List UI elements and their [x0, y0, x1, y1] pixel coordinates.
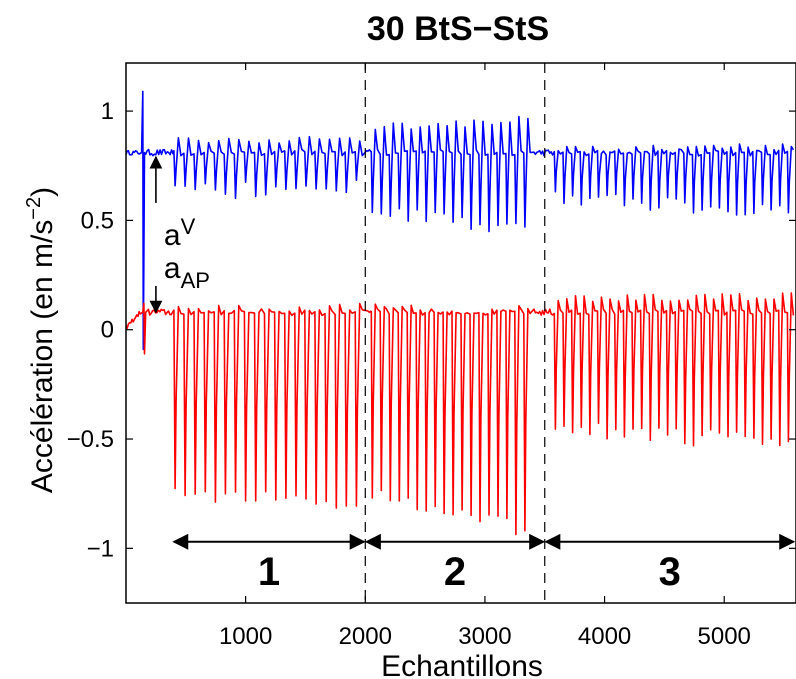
x-tick-label: 1000	[219, 623, 272, 650]
y-tick-label: 0.5	[81, 207, 114, 234]
y-tick-label: −0.5	[67, 426, 114, 453]
x-tick-label: 3000	[458, 623, 511, 650]
segment-label-2: 2	[444, 550, 466, 594]
y-tick-label: 1	[101, 98, 114, 125]
a-v-base: a	[164, 219, 181, 252]
y-tick-label: −1	[87, 535, 114, 562]
y-axis-label-main: Accélération (en m/s	[26, 220, 59, 493]
x-tick-label: 2000	[339, 623, 392, 650]
segments: 1 2 3	[172, 533, 796, 594]
segment-label-1: 1	[258, 550, 280, 594]
a-ap-sub: AP	[181, 268, 210, 293]
axes: 1000 2000 3000 4000 5000 1 0.5 0 −0.5 −1	[67, 62, 796, 650]
x-tick-label: 4000	[578, 623, 631, 650]
a-v-label: aV	[164, 214, 196, 252]
segment-label-3: 3	[659, 550, 681, 594]
y-axis-label-exponent: −2	[23, 197, 45, 220]
y-axis-label-close: )	[26, 187, 59, 197]
a-ap-base: a	[164, 252, 181, 285]
x-axis-label: Echantillons	[381, 650, 543, 679]
a-ap-label: aAP	[164, 252, 210, 293]
series-line-antero-posterior	[126, 292, 795, 536]
dividers	[364, 63, 546, 603]
a-v-sub: V	[181, 214, 196, 239]
y-tick-label: 0	[101, 317, 114, 344]
series-line-vertical	[126, 90, 795, 351]
chart-title: 30 BtS−StS	[367, 10, 549, 48]
y-axis-label: Accélération (en m/s−2)	[23, 187, 59, 493]
plot-lines	[126, 90, 795, 536]
plot-frame	[125, 62, 796, 604]
x-tick-label: 5000	[698, 623, 751, 650]
